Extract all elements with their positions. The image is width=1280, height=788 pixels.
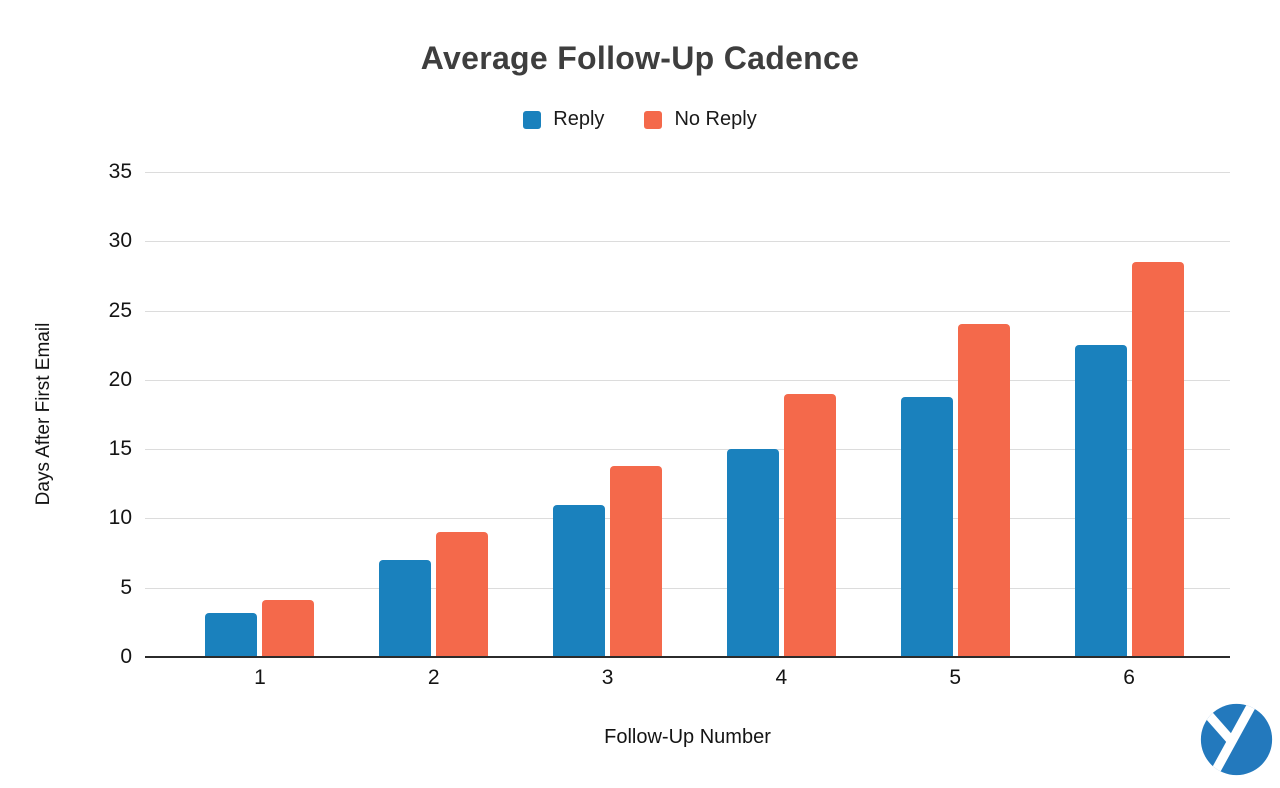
x-tick-label-4: 4 <box>775 666 788 689</box>
legend-item-reply: Reply <box>523 108 604 131</box>
y-axis-tick-labels: 0 5 10 15 20 25 30 35 <box>0 160 132 668</box>
y-tick-label-5: 5 <box>120 575 132 599</box>
bar-reply-3 <box>553 504 606 657</box>
y-tick-label-30: 30 <box>108 229 132 253</box>
y-tick-label-20: 20 <box>108 367 132 391</box>
legend: Reply No Reply <box>0 108 1280 131</box>
bar-group-2 <box>347 172 521 657</box>
yesware-logo-icon <box>1199 702 1274 777</box>
bar-no-reply-4 <box>783 393 836 657</box>
bar-no-reply-2 <box>436 532 489 657</box>
bar-no-reply-5 <box>957 324 1010 657</box>
bar-no-reply-1 <box>262 600 315 657</box>
x-axis-line <box>145 656 1230 658</box>
plot-area <box>145 172 1230 658</box>
bar-reply-5 <box>900 396 953 657</box>
y-tick-label-15: 15 <box>108 437 132 461</box>
bar-reply-2 <box>379 560 432 657</box>
x-axis-title: Follow-Up Number <box>604 726 771 748</box>
bar-reply-1 <box>205 612 258 657</box>
legend-label-reply: Reply <box>553 108 605 130</box>
gridline-15 <box>145 449 1230 451</box>
bar-reply-6 <box>1074 345 1127 657</box>
bar-group-1 <box>173 172 347 657</box>
bar-no-reply-6 <box>1131 262 1184 657</box>
gridline-30 <box>145 241 1230 243</box>
bar-group-4 <box>694 172 868 657</box>
legend-swatch-reply <box>523 110 542 129</box>
chart-title: Average Follow-Up Cadence <box>420 40 860 76</box>
legend-swatch-no-reply <box>644 110 663 129</box>
bar-groups <box>145 172 1230 657</box>
gridline-20 <box>145 379 1230 381</box>
x-tick-label-2: 2 <box>427 666 440 689</box>
bar-reply-4 <box>726 449 779 657</box>
gridline-35 <box>145 172 1230 173</box>
bar-group-3 <box>521 172 695 657</box>
yesware-logo-svg <box>1200 703 1273 776</box>
bar-no-reply-3 <box>610 465 663 657</box>
x-tick-label-5: 5 <box>949 666 962 689</box>
legend-label-no-reply: No Reply <box>674 108 757 130</box>
y-tick-label-10: 10 <box>108 506 132 530</box>
bar-group-5 <box>868 172 1042 657</box>
bar-group-6 <box>1042 172 1216 657</box>
gridline-5 <box>145 587 1230 589</box>
y-tick-label-25: 25 <box>108 298 132 322</box>
gridline-10 <box>145 518 1230 520</box>
x-tick-label-3: 3 <box>601 666 614 689</box>
legend-item-no-reply: No Reply <box>644 108 757 131</box>
x-tick-label-6: 6 <box>1123 666 1135 689</box>
gridline-25 <box>145 310 1230 312</box>
y-tick-label-0: 0 <box>120 645 132 668</box>
y-tick-label-35: 35 <box>108 160 132 183</box>
x-axis-tick-labels: 1 2 3 4 5 6 <box>145 666 1230 690</box>
x-tick-label-1: 1 <box>254 666 266 689</box>
